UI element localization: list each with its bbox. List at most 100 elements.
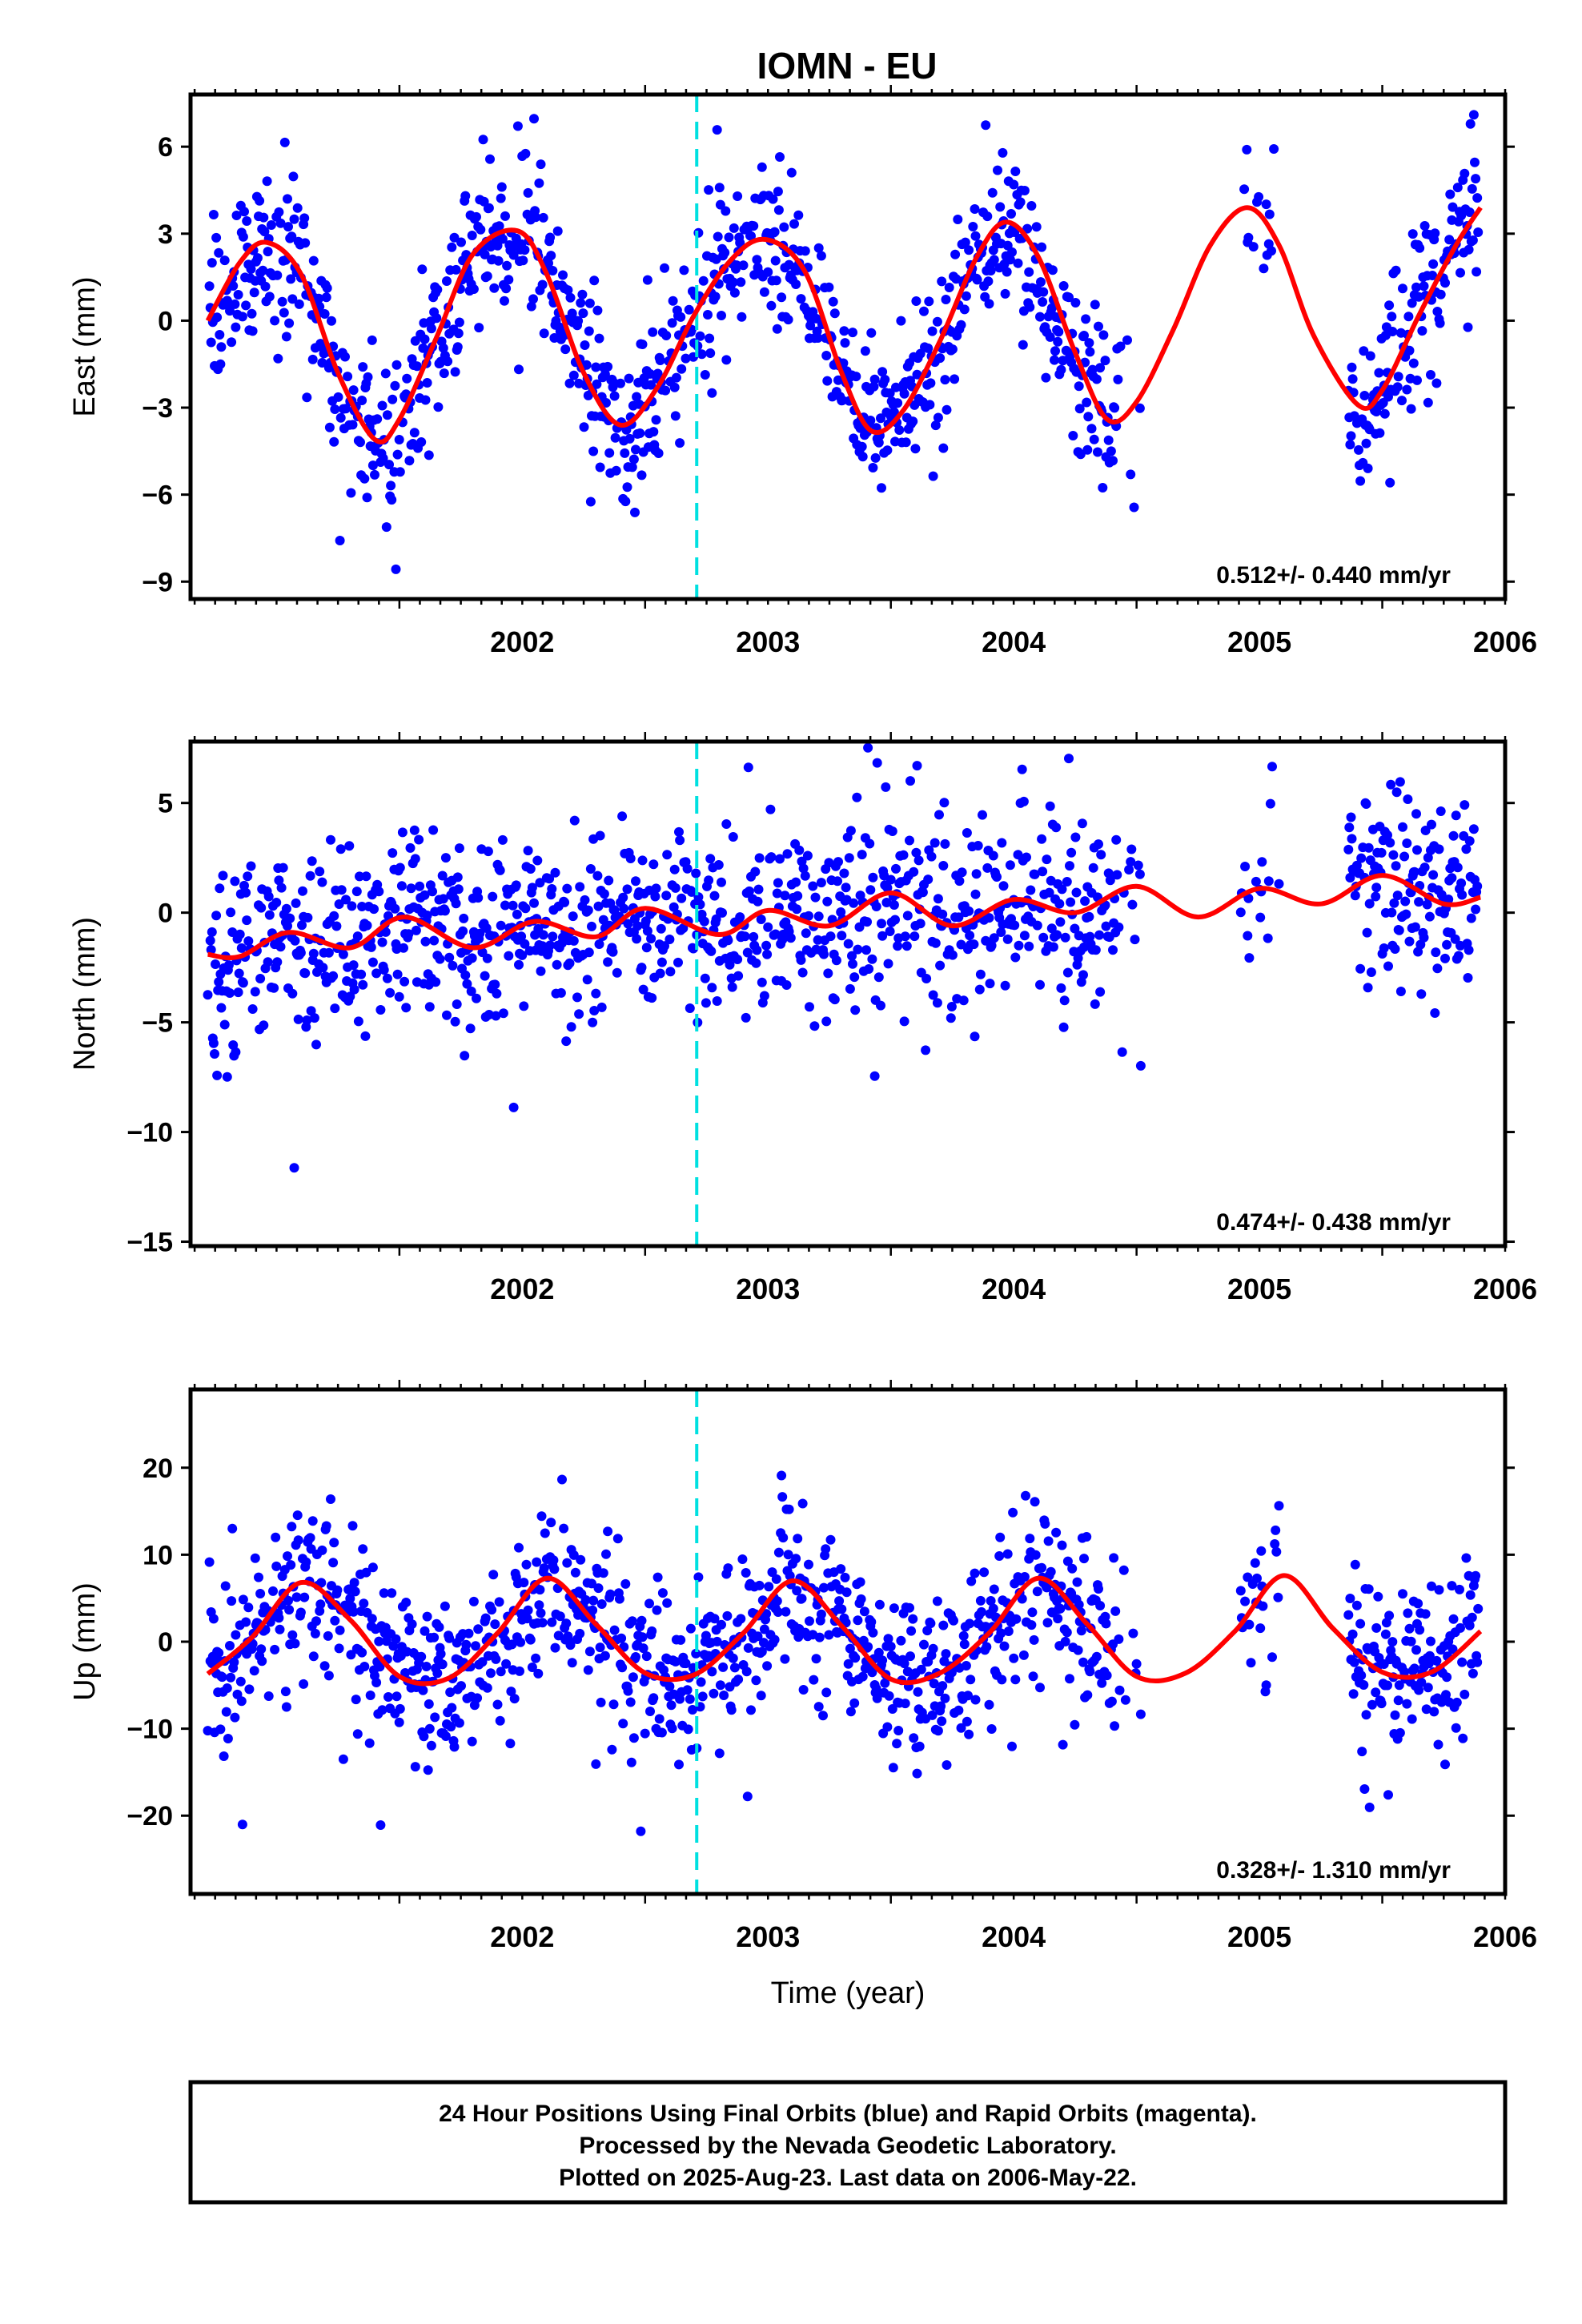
data-point	[392, 449, 403, 460]
data-point	[268, 1586, 278, 1596]
data-point	[210, 1049, 219, 1059]
data-point	[964, 245, 974, 255]
data-point	[1066, 897, 1076, 907]
data-point	[350, 1586, 360, 1597]
data-point	[661, 331, 672, 340]
data-point	[704, 875, 714, 886]
data-point	[519, 1001, 529, 1011]
data-point	[291, 1592, 302, 1602]
data-point	[769, 227, 780, 237]
data-point	[1401, 909, 1411, 919]
data-point	[727, 982, 737, 992]
data-point	[370, 469, 379, 480]
data-point	[763, 922, 773, 932]
data-point	[1077, 818, 1087, 829]
data-point	[298, 886, 307, 896]
data-point	[754, 1580, 765, 1590]
data-point	[467, 953, 477, 963]
data-point	[971, 869, 982, 879]
data-point	[1458, 1733, 1468, 1743]
data-point	[295, 947, 306, 958]
data-point	[501, 1659, 512, 1669]
data-point	[294, 299, 304, 309]
data-point	[885, 388, 895, 398]
data-point	[514, 364, 524, 375]
data-point	[636, 1615, 647, 1626]
data-point	[703, 310, 713, 320]
data-point	[326, 834, 335, 845]
data-point	[618, 1719, 628, 1729]
data-point	[646, 934, 656, 944]
data-point	[1255, 1623, 1266, 1634]
data-point	[472, 993, 481, 1003]
data-point	[341, 895, 351, 905]
data-point	[220, 1581, 231, 1591]
data-point	[707, 983, 717, 993]
data-point	[326, 1494, 335, 1504]
data-point	[396, 881, 407, 891]
data-point	[1074, 1599, 1084, 1610]
data-point	[978, 810, 987, 820]
data-point	[1006, 209, 1016, 219]
data-point	[777, 1492, 788, 1502]
data-point	[714, 183, 725, 193]
data-point	[786, 167, 797, 178]
data-point	[299, 1592, 310, 1602]
data-point	[346, 1650, 356, 1660]
data-point	[1473, 1603, 1484, 1614]
data-point	[644, 1598, 654, 1609]
data-point	[821, 1544, 831, 1554]
data-point	[1085, 347, 1095, 357]
data-point	[926, 1618, 936, 1629]
data-point	[1395, 777, 1405, 787]
data-point	[1371, 1687, 1381, 1698]
data-point	[1399, 851, 1410, 862]
y-tick-label: 20	[143, 1454, 173, 1484]
data-point	[746, 231, 756, 241]
data-point	[900, 1699, 910, 1709]
data-point	[670, 1656, 681, 1667]
data-point	[1243, 893, 1254, 903]
data-point	[1081, 314, 1091, 324]
data-point	[676, 1634, 686, 1645]
data-point	[333, 392, 343, 402]
data-point	[1367, 1699, 1377, 1710]
data-point	[651, 883, 661, 894]
data-point	[678, 923, 689, 934]
data-point	[919, 1639, 929, 1650]
rate-label: 0.328+/- 1.310 mm/yr	[1216, 1857, 1451, 1884]
data-point	[1014, 940, 1024, 951]
data-point	[970, 204, 980, 214]
data-point	[905, 776, 915, 786]
data-point	[805, 1616, 814, 1626]
data-point	[984, 1699, 994, 1710]
data-point	[1347, 362, 1357, 372]
data-point	[394, 1717, 404, 1727]
data-point	[845, 826, 856, 836]
data-point	[733, 1675, 744, 1685]
data-point	[657, 1588, 668, 1598]
data-point	[944, 283, 954, 292]
data-point	[520, 148, 531, 159]
data-point	[549, 1564, 560, 1574]
data-point	[1465, 119, 1476, 129]
data-point	[1457, 890, 1468, 900]
data-point	[353, 1016, 363, 1027]
data-point	[402, 373, 412, 384]
data-point	[927, 1710, 938, 1720]
data-point	[490, 1619, 500, 1630]
data-point	[1078, 1657, 1088, 1667]
data-point	[743, 762, 753, 773]
data-point	[565, 1640, 576, 1651]
data-point	[1038, 297, 1048, 307]
data-point	[628, 1733, 639, 1743]
data-point	[493, 255, 504, 266]
data-point	[849, 972, 860, 983]
data-point	[1421, 1704, 1431, 1715]
data-point	[229, 1657, 239, 1667]
data-point	[310, 1628, 320, 1638]
data-point	[1078, 970, 1088, 980]
data-point	[1086, 424, 1097, 434]
data-point	[721, 206, 731, 216]
